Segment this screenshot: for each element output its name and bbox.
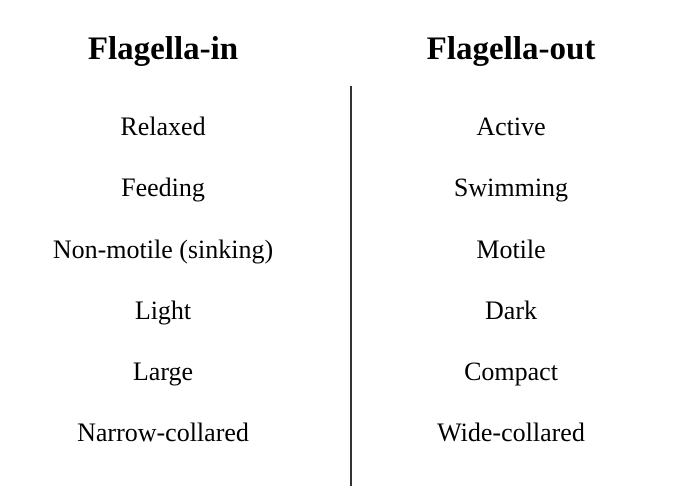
- flagella-out-list: Active Swimming Motile Dark Compact Wide…: [351, 107, 671, 475]
- list-item: Swimming: [453, 173, 569, 203]
- flagella-out-heading: Flagella-out: [426, 31, 596, 67]
- list-item: Compact: [464, 357, 558, 387]
- list-item: Non-motile (sinking): [52, 234, 274, 264]
- list-item: Dark: [485, 295, 537, 325]
- flagella-in-column: Flagella-in Relaxed Feeding Non-motile (…: [0, 0, 326, 503]
- list-item: Wide-collared: [437, 418, 585, 448]
- flagella-in-list: Relaxed Feeding Non-motile (sinking) Lig…: [0, 107, 326, 475]
- list-item: Active: [476, 112, 546, 141]
- list-item: Large: [132, 357, 194, 387]
- list-item: Motile: [476, 234, 546, 264]
- list-item: Relaxed: [120, 112, 206, 141]
- column-divider: [350, 86, 352, 486]
- list-item: Feeding: [121, 173, 205, 203]
- flagella-out-column: Flagella-out Active Swimming Motile Dark…: [351, 0, 671, 503]
- list-item: Light: [134, 295, 192, 325]
- list-item: Narrow-collared: [77, 418, 249, 448]
- flagella-in-heading: Flagella-in: [87, 31, 239, 67]
